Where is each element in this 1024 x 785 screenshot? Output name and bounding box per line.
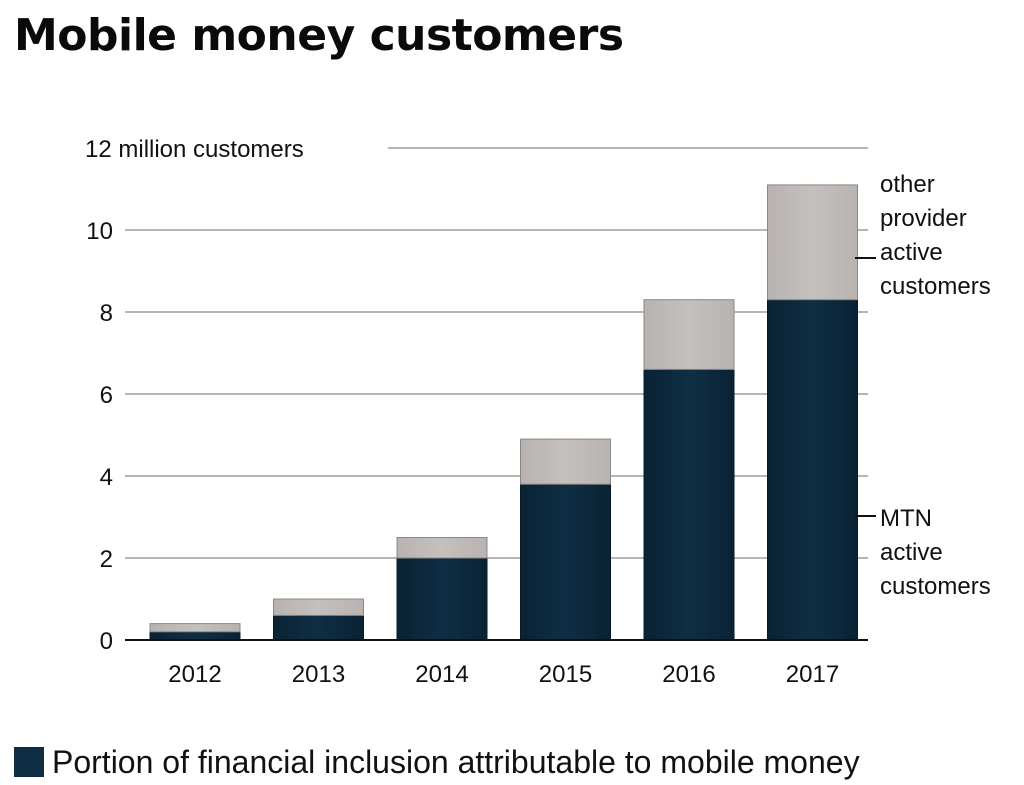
y-tick-label: 2 [100, 546, 113, 573]
y-tick-label: 6 [100, 382, 113, 409]
mtn-label: customers [880, 573, 991, 600]
bar-mtn [520, 483, 611, 641]
x-tick-label: 2017 [786, 661, 839, 688]
y-tick-label: 4 [100, 464, 113, 491]
legend-swatch [14, 747, 44, 777]
bar-other [767, 184, 858, 301]
bar-other [273, 598, 364, 616]
bar-other [149, 623, 241, 633]
y-tick-label: 0 [100, 628, 113, 655]
bar-chart: 0 2 4 6 8 10 12 million customers 2012 2013 2014 2… [85, 136, 991, 688]
x-tick-label: 2015 [539, 661, 592, 688]
legend: Portion of financial inclusion attributa… [14, 742, 860, 782]
bar-mtn [643, 368, 735, 641]
other-provider-label: provider [880, 205, 967, 232]
bar-mtn [767, 299, 858, 641]
bar-other [520, 438, 611, 485]
x-tick-label: 2016 [662, 661, 715, 688]
chart-title: Mobile money customers [14, 10, 624, 61]
bar-other [396, 537, 488, 559]
other-provider-label: active [880, 239, 943, 266]
bar-other [643, 299, 735, 370]
mtn-label: active [880, 539, 943, 566]
other-provider-label: customers [880, 273, 991, 300]
mtn-label: MTN [880, 505, 932, 532]
y-tick-label: 10 [86, 218, 113, 245]
bar-mtn [149, 631, 241, 641]
bar-mtn [396, 557, 488, 641]
bar-mtn [273, 614, 364, 641]
other-provider-label: other [880, 171, 935, 198]
x-tick-label: 2013 [292, 661, 345, 688]
y-tick-label: 8 [100, 300, 113, 327]
y-axis-unit-label: 12 million customers [85, 136, 304, 163]
x-tick-label: 2012 [168, 661, 221, 688]
x-tick-label: 2014 [415, 661, 468, 688]
legend-text: Portion of financial inclusion attributa… [52, 743, 860, 780]
